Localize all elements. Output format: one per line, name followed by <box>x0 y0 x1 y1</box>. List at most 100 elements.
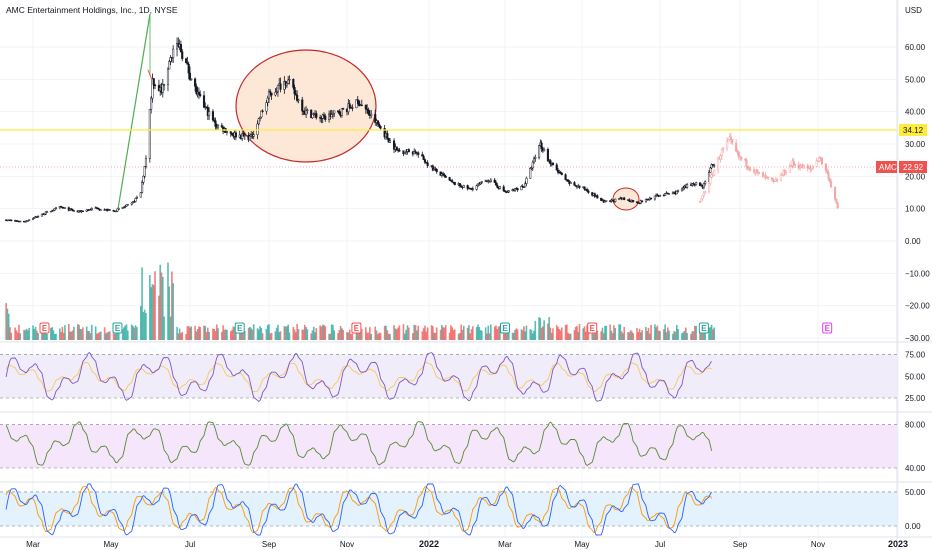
candle-body <box>307 110 309 111</box>
time-tick-label: 2022 <box>419 539 439 549</box>
candle-body <box>524 184 526 187</box>
projection-body <box>785 172 787 173</box>
projection-body <box>821 158 823 164</box>
earnings-marker-label: E <box>701 324 707 333</box>
candle-body <box>517 189 519 190</box>
candle-body <box>140 193 142 197</box>
candle-body <box>499 187 501 189</box>
candle-body <box>244 135 246 136</box>
volume-bar <box>28 328 30 340</box>
candle-body <box>494 180 496 183</box>
candle-body <box>203 96 205 108</box>
volume-bar <box>389 334 391 340</box>
candle-body <box>399 150 401 151</box>
projection-body <box>704 192 706 193</box>
projection-body <box>826 171 828 173</box>
price-tick-label: −10.00 <box>905 269 930 278</box>
projection-body <box>794 164 796 165</box>
candle-body <box>445 176 447 177</box>
last-price-label: 22.92 <box>903 163 924 172</box>
volume-bar <box>632 333 634 340</box>
volume-bar <box>490 325 492 340</box>
volume-bar <box>695 326 697 340</box>
candle-body <box>597 196 599 198</box>
projection-body <box>767 177 769 178</box>
volume-bar <box>199 327 201 340</box>
volume-bar <box>145 313 147 340</box>
candle-body <box>127 204 129 205</box>
candle-body <box>19 221 21 222</box>
candle-body <box>305 110 307 114</box>
candle-body <box>704 182 706 184</box>
candle-body <box>459 183 461 185</box>
candle-body <box>271 93 273 95</box>
projection-body <box>836 199 838 203</box>
volume-bar <box>668 331 670 340</box>
volume-bar <box>526 326 528 340</box>
candle-body <box>534 157 536 158</box>
volume-bar <box>552 328 554 340</box>
candle-body <box>490 180 492 182</box>
volume-bar <box>472 326 474 340</box>
volume-bar <box>298 329 300 340</box>
volume-bar <box>454 329 456 340</box>
candle-body <box>46 212 48 213</box>
projection-body <box>748 167 750 169</box>
candle-body <box>73 211 75 212</box>
projection-body <box>726 142 728 149</box>
candle-body <box>55 208 57 209</box>
volume-bar <box>307 329 309 340</box>
projection-body <box>713 170 715 175</box>
volume-bar <box>650 325 652 340</box>
earnings-marker-label: E <box>590 324 596 333</box>
candle-body <box>449 177 451 180</box>
projection-body <box>756 170 758 172</box>
candle-body <box>623 198 625 200</box>
candle-body <box>253 135 255 137</box>
candle-body <box>198 92 200 94</box>
time-tick-label: 2023 <box>888 539 908 549</box>
volume-bar <box>136 327 138 340</box>
candle-body <box>677 190 679 191</box>
candle-body <box>427 163 429 166</box>
volume-bar <box>713 328 715 340</box>
candle-body <box>713 165 715 166</box>
earnings-marker-label: E <box>502 324 508 333</box>
volume-bar <box>163 317 165 340</box>
candle-body <box>172 49 174 58</box>
projection-body <box>746 160 748 167</box>
volume-bar <box>289 332 291 340</box>
volume-bar <box>352 334 354 340</box>
price-tick-label: 50.00 <box>905 75 926 84</box>
time-tick-label: Nov <box>811 540 825 549</box>
candle-body <box>417 153 419 155</box>
projection-body <box>702 196 704 199</box>
candle-body <box>188 64 190 73</box>
candle-body <box>267 98 269 102</box>
volume-bar <box>677 329 679 340</box>
candle-body <box>91 208 93 209</box>
candle-body <box>301 100 303 111</box>
candle-body <box>710 168 712 172</box>
candle-body <box>454 182 456 185</box>
projection-body <box>749 169 751 170</box>
price-tick-label: 20.00 <box>905 172 926 181</box>
projection-body <box>776 180 778 181</box>
projection-body <box>703 193 705 196</box>
volume-bar <box>614 328 616 340</box>
volume-bar <box>427 327 429 340</box>
candle-body <box>231 133 233 135</box>
rsi-panel-level-label: 25.00 <box>905 394 926 403</box>
volume-bar <box>10 333 12 340</box>
projection-body <box>721 150 723 156</box>
highlight-ellipse-small[interactable] <box>613 188 639 210</box>
volume-bar <box>262 333 264 340</box>
candle-body <box>324 116 326 119</box>
candle-body <box>262 111 264 112</box>
price-tick-label: 0.00 <box>905 237 921 246</box>
candle-body <box>143 176 145 182</box>
time-tick-label: Sep <box>733 540 748 549</box>
candle-body <box>212 112 214 120</box>
candle-body <box>503 187 505 191</box>
